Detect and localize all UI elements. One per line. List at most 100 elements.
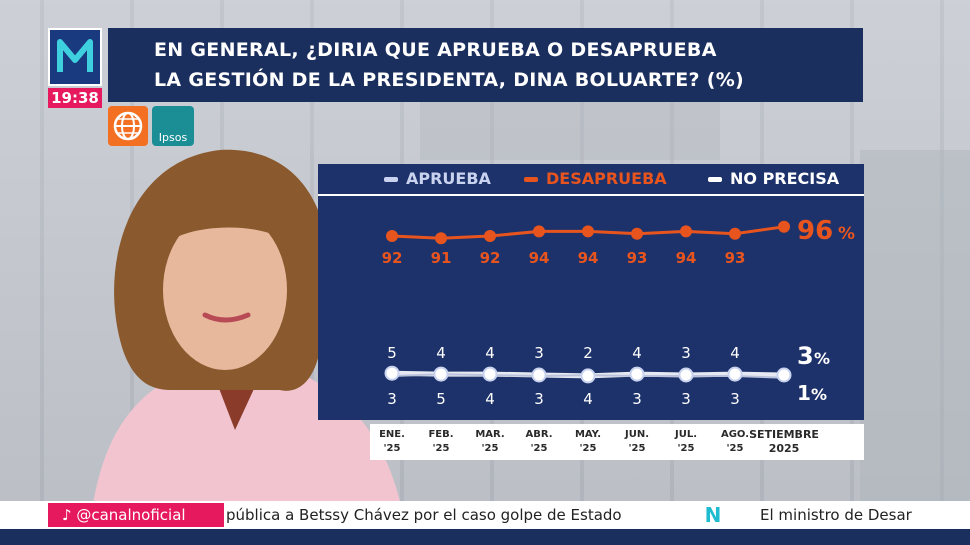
desaprueba-value-label: 94 bbox=[676, 249, 697, 267]
aprueba-point bbox=[629, 366, 645, 382]
background-building bbox=[420, 100, 720, 160]
ticker-headline-2: El ministro de Desar bbox=[760, 506, 912, 524]
aprueba-last-label: 3 bbox=[797, 342, 814, 370]
bottom-strip bbox=[0, 529, 970, 545]
desaprueba-point bbox=[778, 220, 790, 233]
no-precisa-value-label: 3 bbox=[730, 390, 740, 408]
aprueba-point bbox=[678, 367, 694, 383]
x-tick-month: FEB. bbox=[428, 429, 454, 440]
legend: APRUEBA DESAPRUEBA NO PRECISA bbox=[318, 164, 864, 196]
no-precisa-last-label: 1 bbox=[797, 381, 811, 405]
clock: 19:38 bbox=[48, 88, 102, 108]
legend-label-no-precisa: NO PRECISA bbox=[730, 169, 840, 188]
aprueba-point bbox=[580, 368, 596, 384]
aprueba-point bbox=[776, 367, 792, 383]
x-tick-year: '25 bbox=[530, 443, 548, 454]
aprueba-point bbox=[482, 366, 498, 382]
ipsos-label: Ipsos bbox=[158, 131, 188, 144]
desaprueba-value-label: 94 bbox=[529, 249, 550, 267]
x-tick-label: SETIEMBRE 2025 bbox=[739, 428, 829, 456]
handle-text: @canalnoficial bbox=[76, 506, 186, 524]
desaprueba-point bbox=[729, 227, 741, 240]
social-handle: ♪ @canalnoficial bbox=[48, 503, 224, 527]
x-tick-year: 2025 bbox=[768, 442, 800, 455]
no-precisa-value-label: 3 bbox=[632, 390, 642, 408]
aprueba-value-label: 3 bbox=[681, 344, 691, 362]
background-building bbox=[860, 150, 970, 510]
desaprueba-point bbox=[386, 230, 398, 242]
no-precisa-value-label: 3 bbox=[387, 390, 397, 408]
legend-label-desaprueba: DESAPRUEBA bbox=[546, 169, 667, 188]
aprueba-value-label: 3 bbox=[534, 344, 544, 362]
aprueba-value-label: 4 bbox=[436, 344, 446, 362]
aprueba-point bbox=[433, 366, 449, 382]
x-tick-label: JUN. '25 bbox=[614, 428, 660, 456]
x-tick-month: AGO. bbox=[720, 429, 750, 440]
x-tick-month: MAY. bbox=[574, 429, 602, 440]
no-precisa-value-label: 5 bbox=[436, 390, 446, 408]
no-precisa-value-label: 3 bbox=[534, 390, 544, 408]
ticker-logo: N bbox=[704, 503, 722, 527]
desaprueba-value-label: 94 bbox=[578, 249, 599, 267]
x-tick-label: ENE. '25 bbox=[369, 428, 415, 456]
desaprueba-point bbox=[631, 227, 643, 240]
legend-item-desaprueba: DESAPRUEBA bbox=[524, 169, 667, 188]
x-tick-year: '25 bbox=[677, 443, 695, 454]
no-precisa-value-label: 4 bbox=[485, 390, 495, 408]
x-tick-month: ABR. bbox=[525, 429, 553, 440]
globe-logo-icon bbox=[108, 106, 148, 146]
desaprueba-value-label: 93 bbox=[725, 249, 746, 267]
no-precisa-last-unit: % bbox=[811, 385, 827, 404]
x-axis-bar bbox=[370, 424, 864, 460]
x-tick-year: '25 bbox=[628, 443, 646, 454]
desaprueba-value-label: 92 bbox=[382, 249, 403, 267]
x-tick-label: ABR. '25 bbox=[516, 428, 562, 456]
desaprueba-last-label: 96 bbox=[797, 216, 833, 246]
legend-item-no-precisa: NO PRECISA bbox=[708, 169, 839, 188]
x-tick-label: JUL. '25 bbox=[663, 428, 709, 456]
desaprueba-point bbox=[484, 230, 496, 242]
desaprueba-value-label: 92 bbox=[480, 249, 501, 267]
ticker-headline-1: pública a Betssy Chávez por el caso golp… bbox=[226, 506, 622, 524]
aprueba-last-unit: % bbox=[814, 349, 830, 368]
x-tick-label: MAR. '25 bbox=[467, 428, 513, 456]
x-tick-month: JUL. bbox=[674, 429, 697, 440]
desaprueba-point bbox=[582, 225, 594, 238]
x-tick-year: '25 bbox=[383, 443, 401, 454]
desaprueba-value-label: 91 bbox=[431, 249, 452, 267]
x-tick-label: MAY. '25 bbox=[565, 428, 611, 456]
aprueba-value-label: 5 bbox=[387, 344, 397, 362]
aprueba-value-label: 2 bbox=[583, 344, 593, 362]
x-tick-year: '25 bbox=[579, 443, 597, 454]
title-line-2: LA GESTIÓN DE LA PRESIDENTA, DINA BOLUAR… bbox=[154, 69, 745, 91]
title-line-1: EN GENERAL, ¿DIRIA QUE APRUEBA O DESAPRU… bbox=[154, 39, 717, 61]
x-tick-year: '25 bbox=[432, 443, 450, 454]
desaprueba-point bbox=[680, 225, 692, 238]
no-precisa-value-label: 3 bbox=[681, 390, 691, 408]
aprueba-value-label: 4 bbox=[730, 344, 740, 362]
desaprueba-value-label: 93 bbox=[627, 249, 648, 267]
aprueba-value-label: 4 bbox=[632, 344, 642, 362]
ipsos-logo: Ipsos bbox=[152, 106, 194, 146]
aprueba-point bbox=[384, 365, 400, 381]
desaprueba-point bbox=[533, 225, 545, 238]
legend-label-aprueba: APRUEBA bbox=[406, 169, 491, 188]
x-tick-label: FEB. '25 bbox=[418, 428, 464, 456]
aprueba-point bbox=[727, 366, 743, 382]
aprueba-point bbox=[531, 367, 547, 383]
x-tick-year: '25 bbox=[481, 443, 499, 454]
desaprueba-last-unit: % bbox=[838, 224, 855, 244]
no-precisa-value-label: 4 bbox=[583, 390, 593, 408]
chart-title: EN GENERAL, ¿DIRIA QUE APRUEBA O DESAPRU… bbox=[108, 28, 863, 102]
x-tick-label: AGO. '25 bbox=[712, 428, 758, 456]
legend-item-aprueba: APRUEBA bbox=[384, 169, 491, 188]
channel-logo bbox=[48, 28, 102, 86]
x-tick-month: SETIEMBRE bbox=[749, 428, 819, 441]
x-tick-year: '25 bbox=[726, 443, 744, 454]
desaprueba-point bbox=[435, 232, 447, 245]
x-tick-month: JUN. bbox=[624, 429, 649, 440]
tiktok-icon: ♪ bbox=[62, 506, 72, 524]
x-tick-month: ENE. bbox=[379, 429, 405, 440]
x-tick-month: MAR. bbox=[475, 429, 505, 440]
